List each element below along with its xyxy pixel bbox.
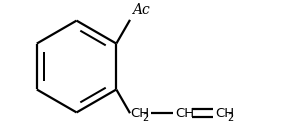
- Text: 2: 2: [228, 113, 234, 123]
- Text: Ac: Ac: [132, 3, 150, 17]
- Text: CH: CH: [130, 107, 149, 120]
- Text: CH: CH: [175, 107, 194, 120]
- Text: 2: 2: [143, 113, 149, 123]
- Text: CH: CH: [215, 107, 234, 120]
